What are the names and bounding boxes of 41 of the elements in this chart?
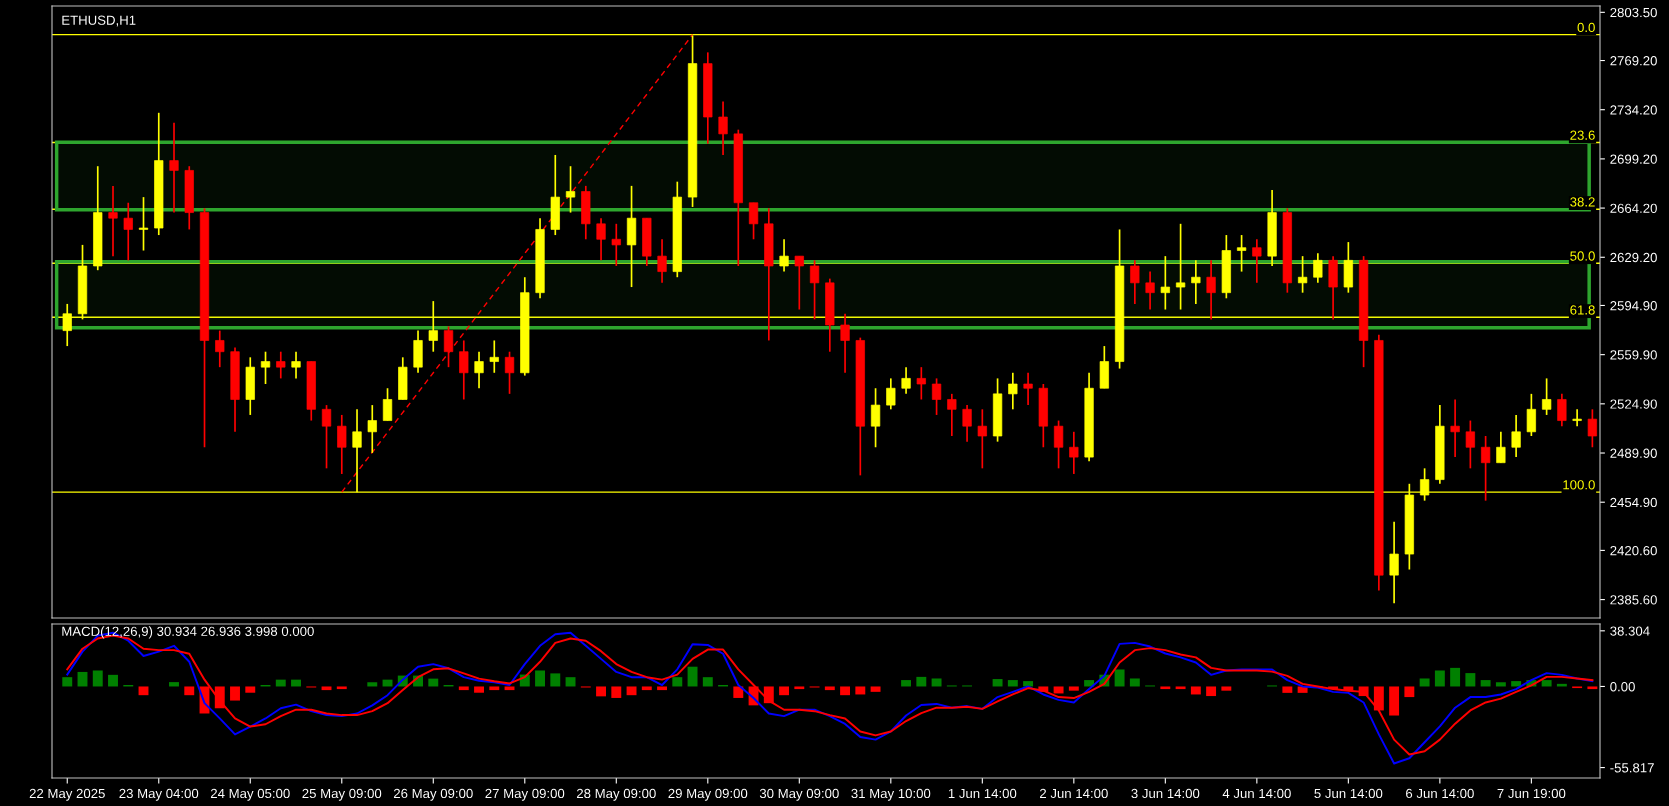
x-tick-label: 27 May 09:00	[485, 788, 565, 801]
annotation: 0.0	[1577, 22, 1595, 33]
x-tick-label: 6 Jun 14:00	[1406, 788, 1474, 799]
y-tick-label: 2385.60	[1610, 595, 1657, 605]
x-tick-label: 22 May 2025	[29, 788, 105, 801]
y-tick-label: 0.00	[1610, 682, 1635, 692]
x-tick-label: 7 Jun 19:00	[1497, 788, 1566, 799]
y-tick-label: 2664.20	[1610, 203, 1657, 213]
y-tick-label: -55.817	[1610, 763, 1654, 773]
x-tick-label: 31 May 10:00	[851, 788, 931, 801]
x-tick-label: 1 Jun 14:00	[948, 788, 1017, 799]
y-tick-label: 2524.90	[1610, 399, 1657, 409]
x-tick-label: 3 Jun 14:00	[1131, 788, 1200, 799]
y-tick-label: 2454.90	[1610, 497, 1657, 508]
annotation: 23.6	[1570, 130, 1595, 140]
x-tick-label: 4 Jun 14:00	[1222, 788, 1291, 799]
y-tick-label: 2769.20	[1610, 56, 1657, 66]
chart-title: MACD(12,26,9) 30.934 26.936 3.998 0.000	[62, 626, 314, 639]
y-tick-label: 2420.60	[1610, 545, 1657, 556]
x-tick-label: 2 Jun 14:00	[1040, 788, 1108, 799]
x-tick-label: 26 May 09:00	[393, 788, 473, 801]
text: ETHUSD,H1	[62, 15, 136, 27]
x-tick-label: 28 May 09:00	[576, 788, 656, 801]
y-tick-label: 2629.20	[1610, 252, 1657, 263]
y-tick-label: 2699.20	[1610, 154, 1657, 164]
x-tick-label: 29 May 09:00	[668, 788, 748, 801]
annotation: 50.0	[1570, 251, 1595, 261]
x-tick-label: 23 May 04:00	[119, 788, 199, 801]
annotation: 38.2	[1570, 197, 1595, 207]
y-tick-label: 38.304	[1610, 626, 1650, 636]
y-tick-label: 2594.90	[1610, 301, 1657, 311]
y-tick-label: 2803.50	[1610, 7, 1657, 18]
y-tick-label: 2559.90	[1610, 350, 1657, 360]
x-tick-label: 25 May 09:00	[302, 788, 382, 801]
y-tick-label: 2734.20	[1610, 105, 1657, 115]
annotation: 61.8	[1570, 305, 1595, 315]
annotation: 100.0	[1563, 480, 1595, 490]
y-tick-label: 2489.90	[1610, 448, 1657, 458]
x-tick-label: 5 Jun 14:00	[1314, 788, 1383, 799]
x-tick-label: 24 May 05:00	[210, 788, 290, 801]
x-tick-label: 30 May 09:00	[759, 788, 839, 801]
